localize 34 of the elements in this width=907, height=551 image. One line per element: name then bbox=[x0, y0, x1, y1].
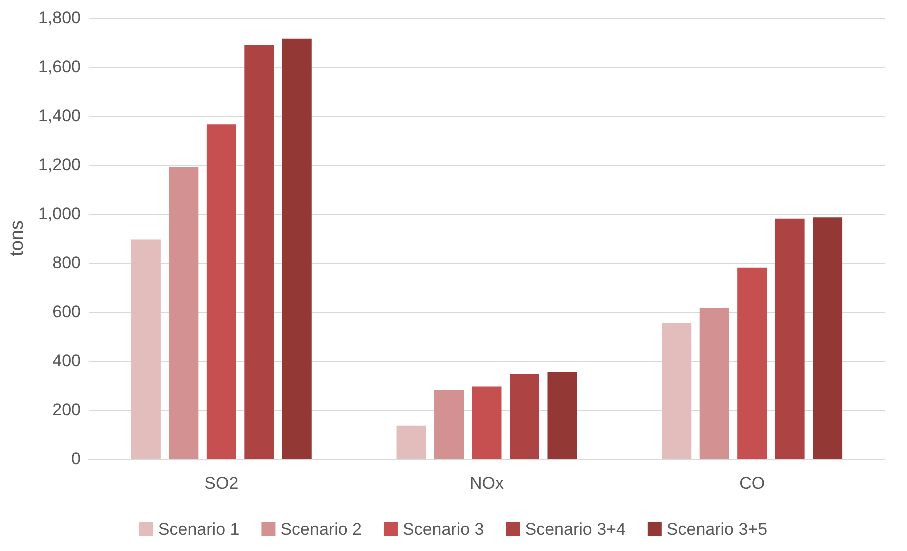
y-tick-label: 1,800 bbox=[38, 8, 81, 28]
bar bbox=[131, 240, 161, 459]
y-tick-label: 800 bbox=[52, 254, 81, 272]
x-tick-label: SO2 bbox=[204, 474, 239, 493]
x-tick-label: NOx bbox=[470, 474, 504, 493]
x-tick-label: CO bbox=[740, 474, 766, 493]
legend-label: Scenario 2 bbox=[280, 520, 362, 539]
y-tick-label: 1,600 bbox=[38, 58, 81, 76]
bar bbox=[244, 44, 274, 459]
y-tick-label: 600 bbox=[52, 302, 81, 322]
bar bbox=[472, 386, 502, 459]
bar bbox=[396, 426, 426, 459]
y-tick-label: 1,200 bbox=[38, 156, 81, 174]
bar bbox=[662, 323, 692, 459]
y-tick-label: 1,400 bbox=[38, 106, 81, 126]
y-axis-title: tons bbox=[7, 220, 28, 256]
bar bbox=[434, 390, 464, 459]
y-tick-label: 200 bbox=[52, 400, 81, 420]
bar bbox=[813, 218, 843, 459]
legend-label: Scenario 3+5 bbox=[666, 520, 768, 539]
bar bbox=[510, 374, 540, 459]
y-tick-label: 1,000 bbox=[38, 204, 81, 224]
y-tick-label: 0 bbox=[72, 450, 81, 468]
bar bbox=[169, 167, 199, 459]
bar bbox=[738, 268, 768, 459]
bar bbox=[206, 124, 236, 459]
bar bbox=[700, 308, 730, 459]
bar bbox=[548, 372, 578, 459]
legend-label: Scenario 1 bbox=[158, 520, 240, 539]
bar bbox=[282, 38, 312, 459]
bar bbox=[775, 218, 805, 459]
y-tick-label: 400 bbox=[52, 352, 81, 370]
legend-label: Scenario 3+4 bbox=[525, 520, 626, 539]
legend-label: Scenario 3 bbox=[402, 520, 484, 539]
